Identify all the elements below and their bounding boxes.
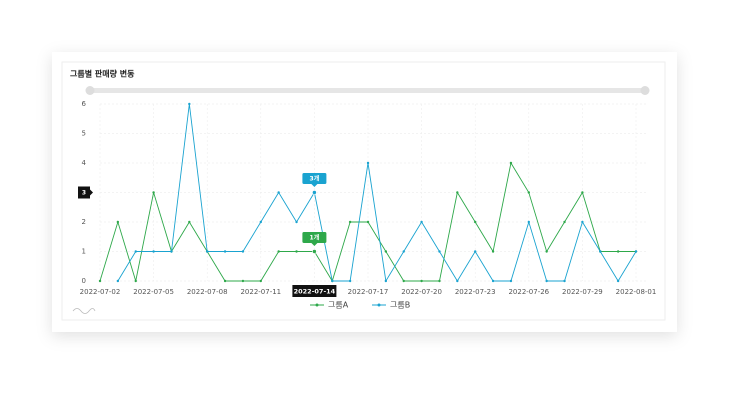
point — [599, 250, 602, 253]
reset-icon[interactable] — [72, 308, 96, 314]
point — [474, 220, 477, 224]
tooltip-arrow — [311, 243, 318, 246]
point — [152, 250, 155, 253]
y-tick-label: 1 — [82, 248, 86, 256]
point — [277, 250, 280, 253]
point — [456, 279, 459, 283]
point — [474, 250, 477, 253]
x-tick-label: 2022-07-23 — [455, 288, 496, 296]
legend-label: 그룹B — [390, 301, 410, 310]
point — [223, 250, 227, 253]
slider-handle[interactable] — [640, 86, 650, 95]
y-tick-label: 4 — [82, 159, 87, 167]
legend-swatch-dot — [315, 303, 319, 307]
point — [116, 220, 120, 224]
point — [134, 250, 137, 253]
point — [116, 279, 120, 283]
point — [366, 220, 370, 224]
crosshair-y-box — [78, 186, 90, 199]
point — [634, 250, 638, 253]
tooltip-box — [302, 173, 327, 184]
point — [545, 279, 548, 283]
crosshair-y-arrow — [90, 189, 93, 196]
point — [259, 279, 262, 283]
point — [509, 161, 513, 165]
legend-swatch-dot — [377, 303, 381, 307]
point — [527, 191, 530, 194]
tooltip-label: 3개 — [310, 175, 320, 183]
card-border — [61, 61, 666, 321]
point — [509, 279, 513, 283]
point — [581, 191, 584, 194]
point — [331, 279, 334, 283]
x-tick-label: 2022-07-02 — [80, 288, 121, 296]
point — [295, 250, 298, 253]
zoom-slider[interactable] — [90, 88, 645, 93]
x-tick-label: 2022-07-11 — [240, 288, 281, 296]
crosshair-x-box — [292, 285, 337, 297]
x-tick-label: 2022-07-05 — [133, 288, 174, 296]
point — [295, 220, 298, 224]
legend-label: 그룹A — [328, 301, 349, 310]
point — [545, 250, 548, 253]
point — [581, 220, 584, 224]
card — [52, 52, 677, 332]
point — [277, 191, 280, 194]
point — [241, 250, 245, 253]
point — [616, 250, 620, 253]
point — [152, 191, 155, 194]
point — [98, 279, 102, 283]
point — [563, 220, 566, 224]
point — [527, 220, 530, 224]
point — [259, 220, 262, 224]
x-tick-label: 2022-07-26 — [508, 288, 549, 296]
y-tick-label: 6 — [82, 100, 87, 108]
point — [420, 279, 423, 283]
point — [384, 279, 388, 283]
y-tick-label: 0 — [82, 277, 86, 285]
point — [223, 279, 227, 283]
crosshair-y-label: 3 — [82, 190, 86, 197]
point — [366, 161, 370, 165]
tooltip-arrow — [311, 184, 318, 187]
point — [348, 220, 352, 224]
point — [241, 279, 245, 283]
point — [170, 250, 173, 253]
point — [402, 279, 405, 283]
y-tick-label: 2 — [82, 218, 86, 226]
x-tick-label: 2022-07-29 — [562, 288, 603, 296]
point — [420, 220, 423, 224]
point — [456, 191, 459, 194]
x-tick-label: 2022-08-01 — [616, 288, 657, 296]
point — [438, 250, 441, 253]
y-tick-label: 5 — [82, 130, 86, 138]
tooltip-label: 1개 — [310, 234, 320, 242]
point — [188, 102, 191, 106]
point — [206, 250, 209, 253]
point — [348, 279, 352, 283]
point — [312, 249, 317, 254]
x-tick-label: 2022-07-17 — [348, 288, 389, 296]
point — [312, 190, 317, 195]
chart-title: 그룹별 판매량 변동 — [70, 69, 135, 79]
point — [563, 279, 566, 283]
point — [438, 279, 441, 283]
slider-handle[interactable] — [85, 86, 95, 95]
point — [616, 279, 620, 283]
point — [134, 279, 137, 283]
x-tick-label: 2022-07-20 — [401, 288, 442, 296]
x-tick-label: 2022-07-08 — [187, 288, 228, 296]
point — [491, 279, 495, 283]
point — [402, 250, 405, 253]
tooltip-box — [302, 232, 327, 243]
series-line — [117, 103, 637, 283]
point — [188, 220, 191, 224]
point — [491, 250, 495, 253]
crosshair-x-label: 2022-07-14 — [294, 288, 336, 296]
point — [384, 250, 388, 253]
